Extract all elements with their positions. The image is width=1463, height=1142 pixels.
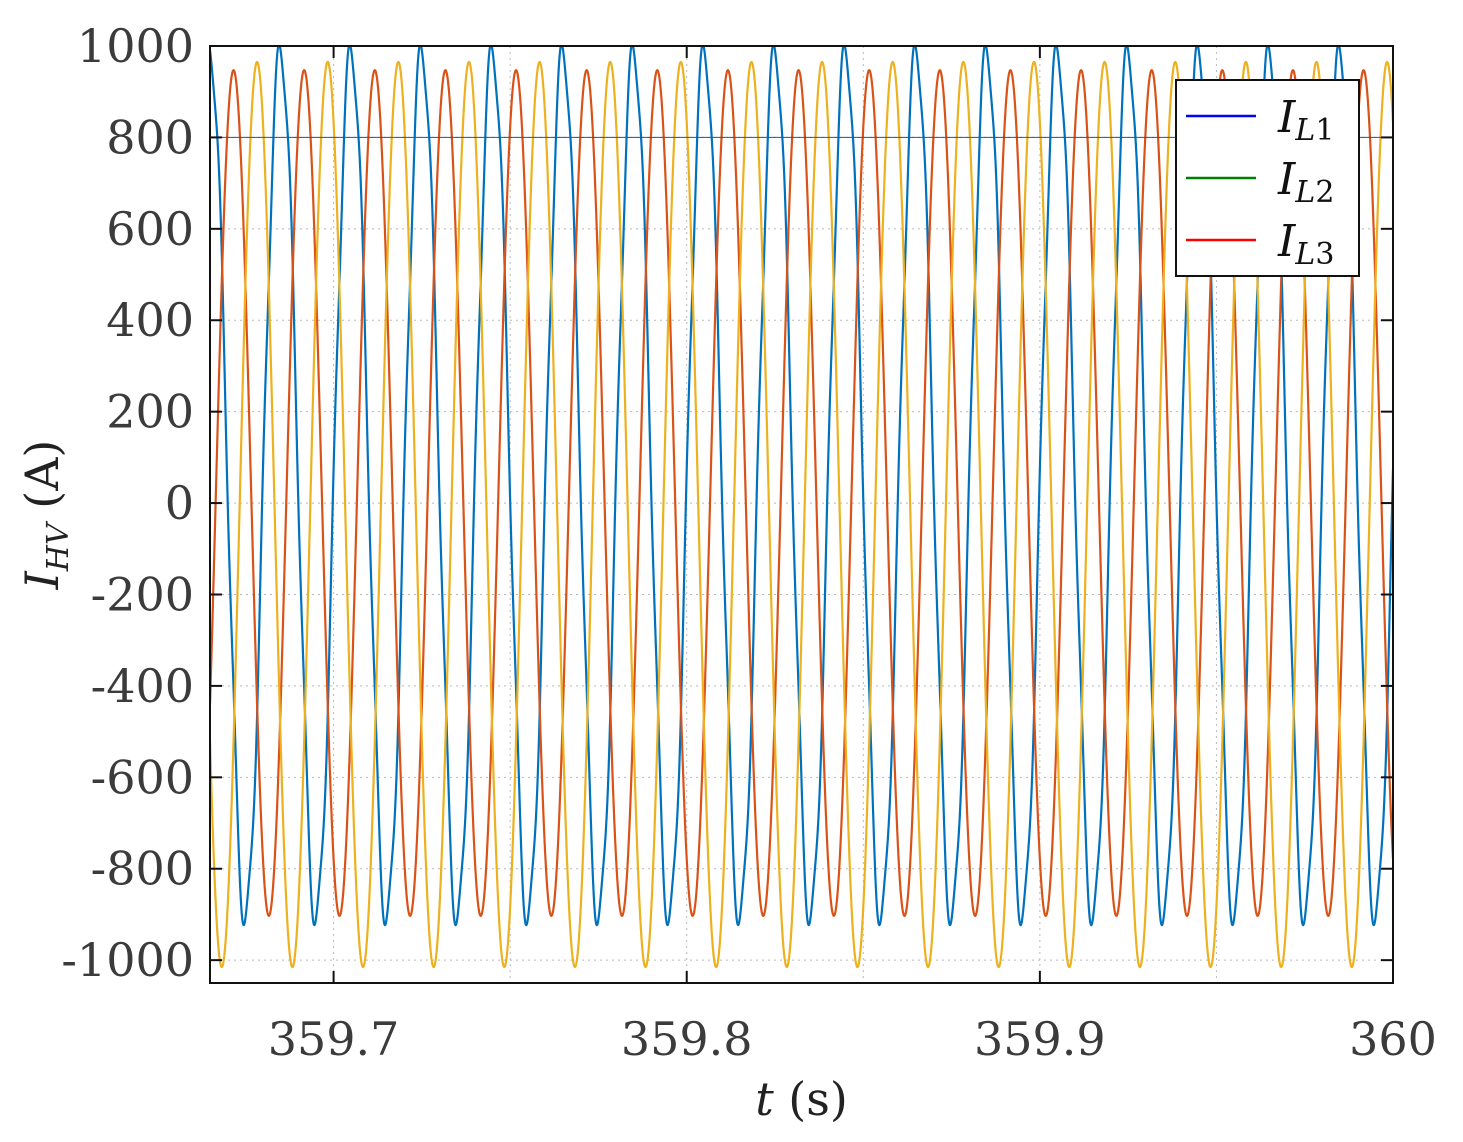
y-tick-label: 200 — [106, 385, 194, 439]
legend-entry: IL1 — [1277, 92, 1334, 148]
y-tick-label: 400 — [106, 293, 194, 347]
y-tick-label: -800 — [91, 842, 194, 896]
series-line-1 — [210, 46, 1393, 927]
series-line-3 — [210, 60, 1393, 969]
y-tick-label: 1000 — [77, 19, 194, 73]
y-tick-label: -600 — [91, 750, 194, 804]
series-layer — [210, 46, 1393, 969]
y-tick-label: -400 — [91, 659, 194, 713]
plot-frame — [209, 45, 1394, 984]
y-axis-label: IHV (A) — [15, 440, 76, 591]
y-tick-label: -200 — [91, 567, 194, 621]
x-tick-label: 359.7 — [268, 1012, 400, 1066]
x-tick-label: 359.9 — [974, 1012, 1106, 1066]
legend-entry: IL2 — [1277, 154, 1334, 210]
x-tick-label: 359.8 — [621, 1012, 753, 1066]
y-tick-label: -1000 — [61, 933, 194, 987]
legend-entry: IL3 — [1277, 216, 1334, 272]
x-axis-label: t (s) — [755, 1072, 848, 1126]
series-line-2 — [210, 69, 1393, 917]
axes-layer: 1000 800 600 400 200 0 -200 -400 -600 -800 -1000 35… — [15, 19, 1437, 1126]
y-tick-label: 0 — [165, 476, 194, 530]
legend: IL1 IL2 IL3 — [1175, 79, 1360, 277]
x-tick-label: 360 — [1349, 1012, 1437, 1066]
y-tick-label: 600 — [106, 202, 194, 256]
y-tick-label: 800 — [106, 110, 194, 164]
